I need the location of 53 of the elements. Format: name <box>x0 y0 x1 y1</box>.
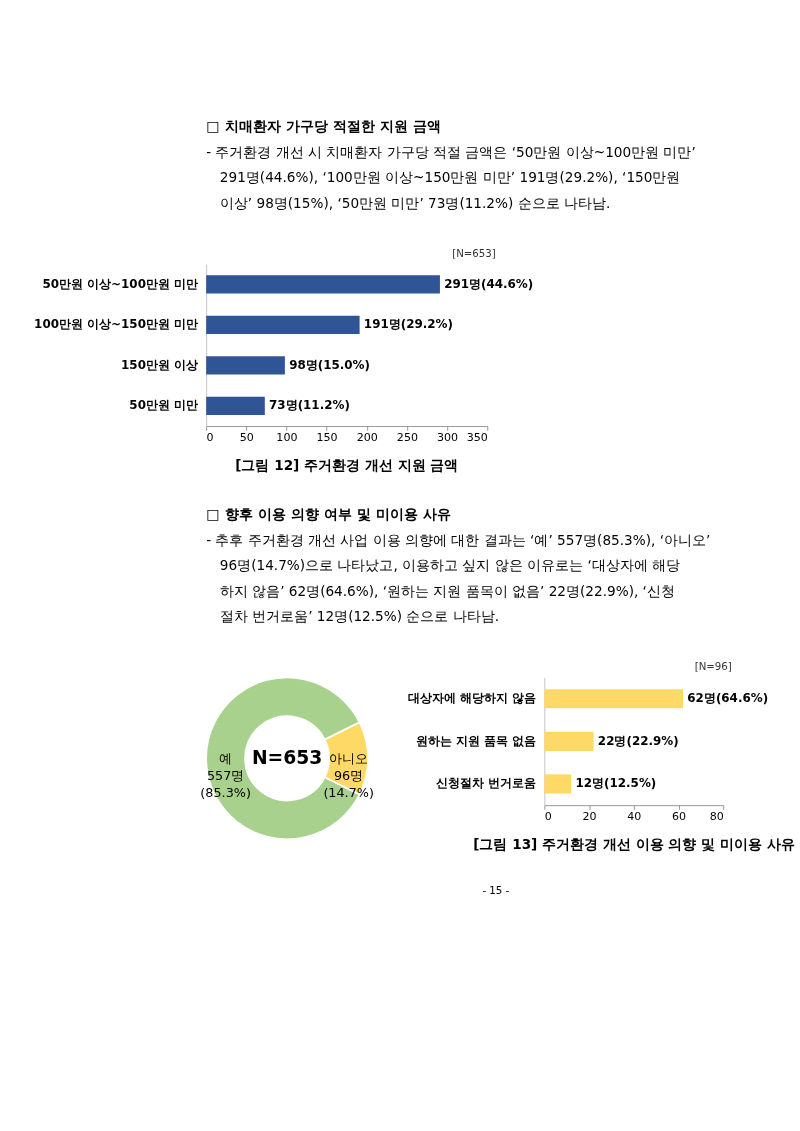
bar <box>544 731 594 751</box>
slice-label: 아니오 <box>329 750 369 766</box>
x-tick-label: 350 <box>466 431 488 445</box>
bar <box>206 315 360 335</box>
y-tick-label: 50만원 미만 <box>129 398 199 413</box>
data-label: 191명(29.2%) <box>363 317 453 332</box>
y-tick-label: 100만원 이상~150만원 미만 <box>34 317 199 332</box>
data-label: 12명(12.5%) <box>575 776 657 791</box>
x-tick-label: 150 <box>316 431 338 445</box>
text: □ 치매환자 가구당 적절한 지원 금액 <box>206 118 442 135</box>
x-tick-label: 100 <box>276 431 298 445</box>
y-tick-label: 원하는 지원 품목 없음 <box>415 733 537 748</box>
text: [N=96] <box>694 660 732 672</box>
y-tick-label: 50만원 이상~100만원 미만 <box>42 276 199 291</box>
x-tick-label: 60 <box>671 810 687 824</box>
x-tick-label: 20 <box>582 810 597 824</box>
x-tick-label: 250 <box>396 431 418 445</box>
text: - 추후 주거환경 개선 사업 이용 의향에 대한 결과는 ‘예’ 557명(85.3%), ‘아니오’ <box>206 531 711 548</box>
bar <box>206 396 265 415</box>
bar <box>544 689 684 709</box>
bar <box>206 356 285 375</box>
text: [그림 12] 주거환경 개선 지원 금액 <box>235 456 459 473</box>
text: □ 향후 이용 의향 여부 및 미이용 사유 <box>206 505 452 522</box>
x-tick-label: 40 <box>627 810 642 824</box>
text: 96명(14.7%)으로 나타났고, 이용하고 싶지 않은 이유로는 ‘대상자에 해당 <box>219 557 681 574</box>
y-tick-label: 대상자에 해당하지 않음 <box>408 691 537 706</box>
y-tick-label: 150만원 이상 <box>121 357 199 372</box>
y-tick-label: 신청절차 번거로움 <box>436 776 537 791</box>
x-tick-label: 200 <box>356 431 378 445</box>
x-tick-label: 0 <box>544 810 552 824</box>
x-tick-label: 80 <box>709 810 724 824</box>
data-label: 98명(15.0%) <box>289 357 370 372</box>
data-label: 96명 (14.7%) <box>323 767 374 800</box>
data-label: 557명 (85.3%) <box>200 767 251 800</box>
text: [N=653] <box>452 247 496 259</box>
slice-label: 예 <box>219 750 233 766</box>
x-tick-label: 50 <box>239 431 254 445</box>
x-tick-label: 0 <box>206 431 214 445</box>
text: 291명(44.6%), ‘100만원 이상~150만원 미만’ 191명(29.2%), ‘150만원 <box>219 169 681 186</box>
text: 절차 번거로움’ 12명(12.5%) 순으로 나타남. <box>219 608 500 625</box>
text: - 주거환경 개선 시 치매환자 가구당 적절 금액은 ‘50만원 이상~100만원 미만’ <box>206 143 696 160</box>
bar <box>544 774 572 794</box>
bar <box>206 275 440 294</box>
data-label: 291명(44.6%) <box>444 276 534 291</box>
x-tick-label: 300 <box>437 431 459 445</box>
text: 이상’ 98명(15%), ‘50만원 미만’ 73명(11.2%) 순으로 나타남. <box>219 195 611 211</box>
text: N=653 <box>251 747 323 769</box>
data-label: 62명(64.6%) <box>687 691 769 706</box>
data-label: 73명(11.2%) <box>269 398 350 413</box>
data-label: 22명(22.9%) <box>597 733 679 748</box>
text: 하지 않음’ 62명(64.6%), ‘원하는 지원 품목이 없음’ 22명(22.9%), ‘신청 <box>219 582 675 599</box>
text: [그림 13] 주거환경 개선 이용 의향 및 미이용 사유 <box>473 835 795 852</box>
text: - 15 - <box>482 884 510 896</box>
